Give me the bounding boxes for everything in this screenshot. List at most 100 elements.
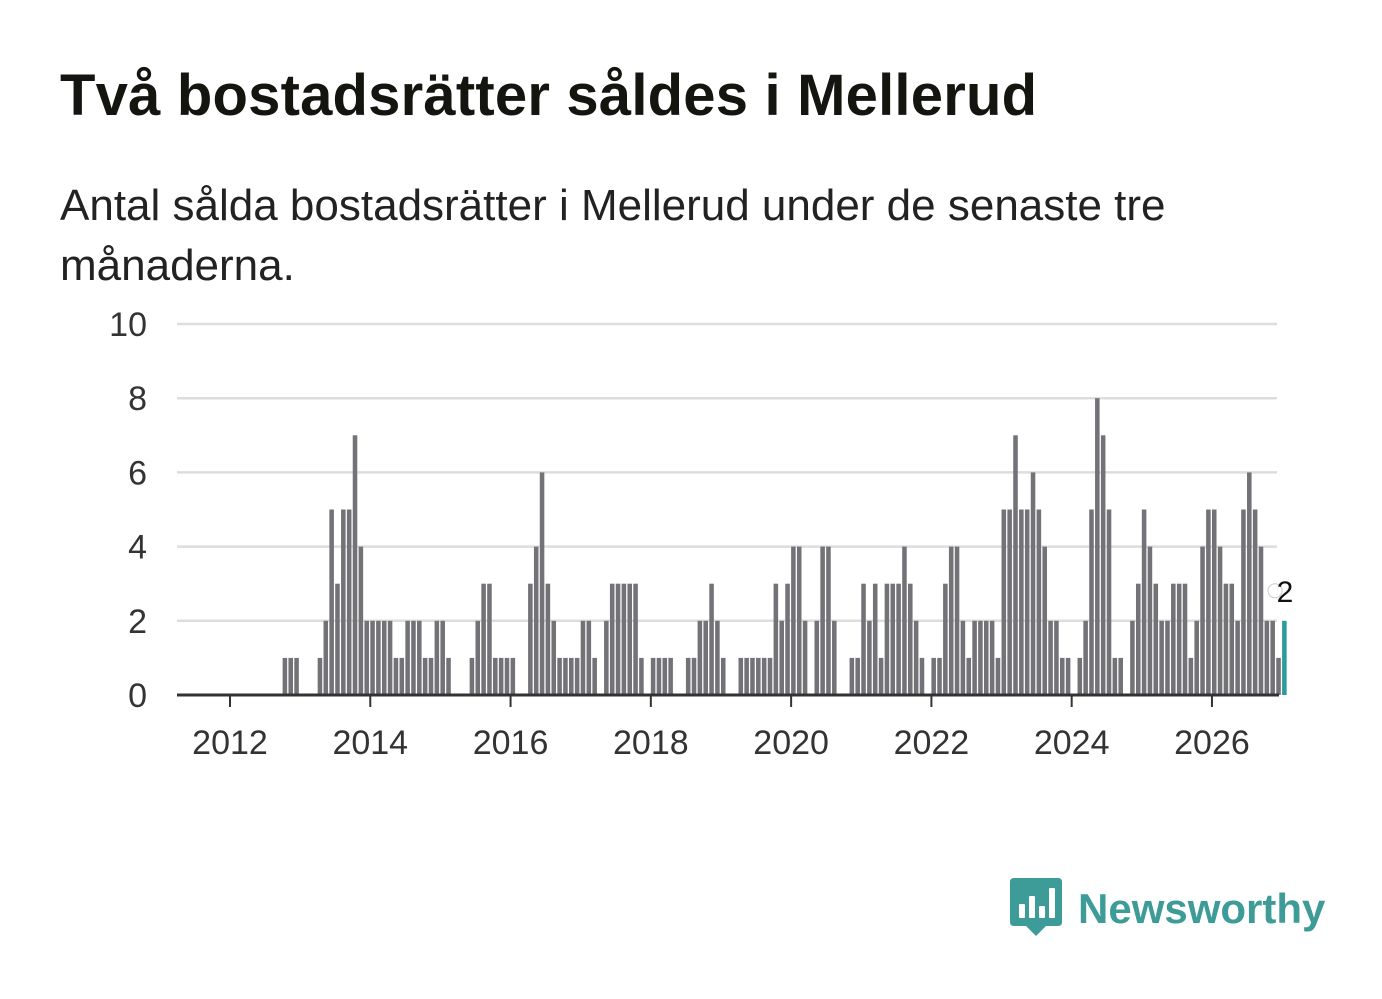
bar <box>1013 435 1018 695</box>
bar <box>381 620 387 695</box>
bar <box>335 583 340 695</box>
bar <box>481 583 486 695</box>
brand-logo: Newsworthy <box>1010 878 1325 940</box>
bar <box>1089 509 1094 695</box>
bar <box>1019 509 1024 695</box>
bar <box>820 546 825 695</box>
bar <box>773 583 779 695</box>
bar <box>1159 620 1164 695</box>
bar <box>604 620 609 695</box>
bar <box>1264 620 1270 695</box>
bar <box>791 546 796 695</box>
bar <box>685 657 691 695</box>
bar <box>1106 509 1112 695</box>
x-tick-label: 2014 <box>332 724 408 762</box>
newsworthy-logo-icon <box>1010 878 1062 936</box>
bar <box>849 657 855 695</box>
x-axis-ticks: 2012 2014 2016 2018 2020 2022 2024 2026 <box>192 695 1250 762</box>
bar <box>475 620 481 695</box>
bar <box>884 583 890 695</box>
bar <box>428 657 434 695</box>
bar <box>1252 509 1258 695</box>
bar <box>323 620 329 695</box>
bar <box>1095 398 1100 695</box>
y-tick-label: 4 <box>128 529 147 567</box>
x-tick-label: 2012 <box>192 724 268 762</box>
bar <box>370 620 375 695</box>
bar <box>557 657 562 695</box>
bar <box>317 657 323 695</box>
bar <box>691 657 697 695</box>
bar <box>498 657 504 695</box>
bar <box>341 509 346 695</box>
bar <box>878 657 884 695</box>
bar <box>1042 546 1047 695</box>
bar <box>767 657 773 695</box>
bar <box>972 620 977 695</box>
bar <box>586 620 592 695</box>
bar <box>1247 472 1252 695</box>
bar <box>1153 583 1159 695</box>
bar <box>948 546 954 695</box>
bar <box>872 583 878 695</box>
bar <box>908 583 913 695</box>
bar <box>580 620 586 695</box>
bar <box>592 657 597 695</box>
bar <box>504 657 510 695</box>
y-axis-ticks: 0 2 4 6 8 10 <box>109 306 147 715</box>
bar <box>1229 583 1235 695</box>
bar <box>399 657 405 695</box>
bar <box>656 657 662 695</box>
bar <box>352 435 358 695</box>
bar <box>779 620 784 695</box>
y-tick-label: 8 <box>128 380 147 418</box>
bar <box>1077 657 1083 695</box>
bar <box>539 472 545 695</box>
bar <box>668 657 673 695</box>
bar <box>569 657 574 695</box>
x-tick-label: 2024 <box>1034 724 1110 762</box>
bar <box>750 657 755 695</box>
bar <box>984 620 989 695</box>
bar <box>633 583 638 695</box>
bar <box>1147 546 1153 695</box>
bar <box>954 546 960 695</box>
bar <box>1054 620 1059 695</box>
bar <box>1036 509 1042 695</box>
bar <box>1176 583 1182 695</box>
bar <box>1194 620 1199 695</box>
bar <box>440 620 445 695</box>
bar <box>744 657 749 695</box>
bar <box>1135 583 1141 695</box>
x-tick-label: 2026 <box>1174 724 1250 762</box>
bar <box>533 546 539 695</box>
bar <box>1030 472 1036 695</box>
bar <box>1223 583 1229 695</box>
bar <box>785 583 790 695</box>
bar <box>387 620 393 695</box>
bar <box>1048 620 1053 695</box>
bar <box>487 583 492 695</box>
bar <box>1112 657 1118 695</box>
bar <box>1130 620 1135 695</box>
bar <box>761 657 767 695</box>
bar <box>1141 509 1147 695</box>
bar <box>867 620 872 695</box>
bar <box>563 657 568 695</box>
brand-name: Newsworthy <box>1078 885 1326 932</box>
bar <box>1182 583 1188 695</box>
bar <box>902 546 907 695</box>
bar <box>978 620 983 695</box>
bar <box>422 657 428 695</box>
x-tick-label: 2018 <box>613 724 689 762</box>
bar <box>393 657 399 695</box>
bar <box>493 657 498 695</box>
bar <box>282 657 288 695</box>
bar <box>662 657 668 695</box>
bar <box>814 620 820 695</box>
bar <box>446 657 451 695</box>
bar <box>376 620 381 695</box>
bar <box>756 657 761 695</box>
chart-title: Två bostadsrätter såldes i Mellerud <box>60 63 1038 128</box>
